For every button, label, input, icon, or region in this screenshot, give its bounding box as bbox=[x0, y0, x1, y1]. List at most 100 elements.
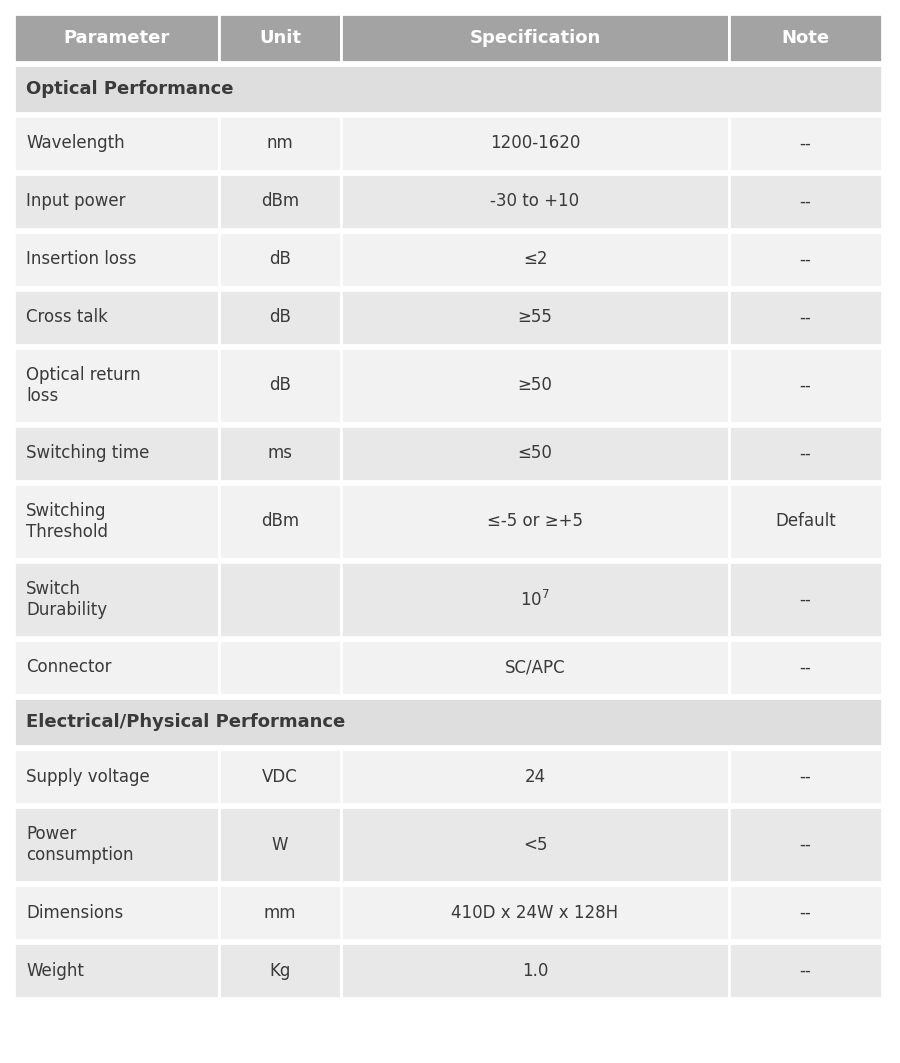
Bar bbox=[729, 290, 882, 345]
Text: Optical Performance: Optical Performance bbox=[26, 80, 233, 98]
Bar bbox=[219, 640, 341, 695]
Bar bbox=[219, 116, 341, 171]
Text: Connector: Connector bbox=[26, 658, 112, 676]
Bar bbox=[14, 65, 882, 113]
Text: --: -- bbox=[799, 251, 811, 269]
Bar bbox=[729, 232, 882, 287]
Text: --: -- bbox=[799, 962, 811, 979]
Bar bbox=[14, 116, 219, 171]
Bar bbox=[341, 232, 729, 287]
Text: --: -- bbox=[799, 591, 811, 608]
Text: ≥55: ≥55 bbox=[518, 308, 553, 326]
Bar bbox=[729, 116, 882, 171]
Text: Unit: Unit bbox=[259, 29, 301, 47]
Bar bbox=[14, 484, 219, 559]
Bar bbox=[341, 562, 729, 637]
Text: Dimensions: Dimensions bbox=[26, 904, 123, 922]
Bar bbox=[219, 943, 341, 998]
Text: 1.0: 1.0 bbox=[522, 962, 548, 979]
Text: --: -- bbox=[799, 308, 811, 326]
Text: dB: dB bbox=[269, 308, 291, 326]
Text: --: -- bbox=[799, 444, 811, 462]
Bar bbox=[729, 562, 882, 637]
Text: 1200-1620: 1200-1620 bbox=[490, 135, 580, 152]
Text: Parameter: Parameter bbox=[63, 29, 169, 47]
Text: --: -- bbox=[799, 192, 811, 210]
Bar bbox=[729, 749, 882, 804]
Text: --: -- bbox=[799, 135, 811, 152]
Text: Wavelength: Wavelength bbox=[26, 135, 124, 152]
Text: --: -- bbox=[799, 767, 811, 786]
Text: Electrical/Physical Performance: Electrical/Physical Performance bbox=[26, 713, 346, 731]
Bar bbox=[729, 174, 882, 229]
Text: ≤50: ≤50 bbox=[518, 444, 553, 462]
Bar bbox=[341, 174, 729, 229]
Bar bbox=[729, 426, 882, 480]
Bar bbox=[729, 484, 882, 559]
Bar bbox=[219, 426, 341, 480]
Text: Default: Default bbox=[775, 512, 836, 530]
Text: Cross talk: Cross talk bbox=[26, 308, 108, 326]
Text: dBm: dBm bbox=[261, 512, 299, 530]
Text: --: -- bbox=[799, 904, 811, 922]
Bar bbox=[14, 290, 219, 345]
Text: 10$^{7}$: 10$^{7}$ bbox=[520, 590, 550, 609]
Bar bbox=[14, 640, 219, 695]
Text: SC/APC: SC/APC bbox=[505, 658, 565, 676]
Bar bbox=[219, 290, 341, 345]
Text: VDC: VDC bbox=[262, 767, 298, 786]
Bar bbox=[14, 232, 219, 287]
Bar bbox=[14, 943, 219, 998]
Bar bbox=[14, 749, 219, 804]
Text: Kg: Kg bbox=[269, 962, 291, 979]
Bar bbox=[729, 885, 882, 940]
Bar bbox=[341, 943, 729, 998]
Text: Specification: Specification bbox=[470, 29, 600, 47]
Bar bbox=[14, 885, 219, 940]
Bar bbox=[729, 943, 882, 998]
Bar bbox=[14, 14, 219, 62]
Bar bbox=[14, 348, 219, 423]
Bar bbox=[219, 885, 341, 940]
Text: dBm: dBm bbox=[261, 192, 299, 210]
Text: ≤-5 or ≥+5: ≤-5 or ≥+5 bbox=[487, 512, 583, 530]
Bar bbox=[219, 348, 341, 423]
Text: --: -- bbox=[799, 376, 811, 394]
Bar bbox=[341, 807, 729, 882]
Text: Insertion loss: Insertion loss bbox=[26, 251, 137, 269]
Text: -30 to +10: -30 to +10 bbox=[491, 192, 580, 210]
Text: Power
consumption: Power consumption bbox=[26, 825, 133, 864]
Bar bbox=[341, 484, 729, 559]
Bar bbox=[729, 807, 882, 882]
Bar bbox=[219, 562, 341, 637]
Text: ms: ms bbox=[267, 444, 293, 462]
Text: Switch
Durability: Switch Durability bbox=[26, 580, 107, 619]
Text: Switching time: Switching time bbox=[26, 444, 149, 462]
Bar bbox=[341, 749, 729, 804]
Bar bbox=[219, 749, 341, 804]
Text: 24: 24 bbox=[525, 767, 545, 786]
Text: ≤2: ≤2 bbox=[523, 251, 547, 269]
Text: --: -- bbox=[799, 658, 811, 676]
Bar bbox=[219, 484, 341, 559]
Text: nm: nm bbox=[266, 135, 293, 152]
Text: Supply voltage: Supply voltage bbox=[26, 767, 149, 786]
Text: W: W bbox=[272, 836, 288, 854]
Bar bbox=[341, 640, 729, 695]
Bar bbox=[341, 116, 729, 171]
Bar bbox=[14, 174, 219, 229]
Text: dB: dB bbox=[269, 251, 291, 269]
Bar bbox=[14, 426, 219, 480]
Text: <5: <5 bbox=[523, 836, 547, 854]
Bar bbox=[341, 14, 729, 62]
Text: Weight: Weight bbox=[26, 962, 84, 979]
Text: 410D x 24W x 128H: 410D x 24W x 128H bbox=[452, 904, 618, 922]
Text: Switching
Threshold: Switching Threshold bbox=[26, 502, 108, 541]
Bar bbox=[219, 232, 341, 287]
Bar bbox=[14, 698, 882, 746]
Bar bbox=[341, 348, 729, 423]
Text: ≥50: ≥50 bbox=[518, 376, 553, 394]
Text: Optical return
loss: Optical return loss bbox=[26, 366, 140, 405]
Bar bbox=[14, 807, 219, 882]
Bar bbox=[14, 562, 219, 637]
